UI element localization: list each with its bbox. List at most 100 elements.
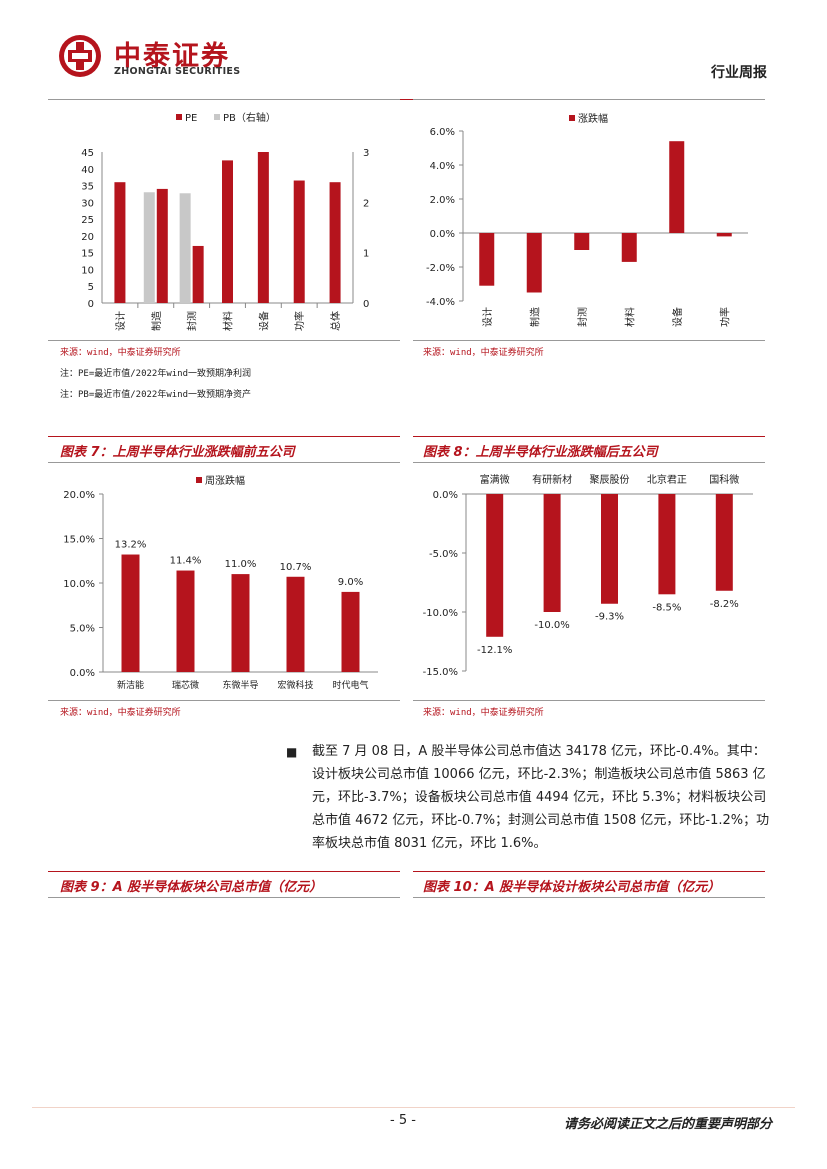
header-rule <box>48 99 765 100</box>
figure-9-title: 图表 9：A 股半导体板块公司总市值（亿元） <box>60 880 323 895</box>
bar-pb <box>179 193 191 303</box>
bar <box>621 233 637 262</box>
x-tick-label: 材料 <box>623 307 636 327</box>
chart-note: 注：PB=最近市值/2022年wind一致预期净资产 <box>60 390 252 400</box>
x-tick-label: 设备 <box>671 307 684 327</box>
chart-frame-top <box>48 99 400 100</box>
y-tick-label: -2.0% <box>426 263 455 274</box>
y-tick-label-left: 30 <box>81 198 94 209</box>
x-tick-label: 国科微 <box>709 473 739 486</box>
y-tick-label: 0.0% <box>70 668 95 679</box>
y-tick-label: -15.0% <box>423 667 458 678</box>
x-tick-label: 富满微 <box>480 473 510 486</box>
bar <box>543 494 561 612</box>
y-tick-label: 20.0% <box>63 490 95 501</box>
y-tick-label-left: 45 <box>81 148 94 159</box>
y-tick-label: 5.0% <box>70 624 95 635</box>
chart-frame-bottom <box>413 700 765 701</box>
chart-note: 注：PE=最近市值/2022年wind一致预期净利润 <box>60 369 252 379</box>
bar <box>574 233 590 250</box>
legend-swatch-pb <box>214 114 220 120</box>
y-tick-label: 10.0% <box>63 579 95 590</box>
x-tick-label: 总体 <box>329 311 342 331</box>
bar <box>121 554 140 672</box>
y-tick-label: 6.0% <box>430 127 455 138</box>
x-tick-label: 聚辰股份 <box>590 474 630 486</box>
x-tick-label: 有研新材 <box>532 473 572 486</box>
data-label: 10.7% <box>280 562 312 573</box>
brand-name-en: ZHONGTAI SECURITIES <box>114 66 241 77</box>
figure-8-title: 图表 8：上周半导体行业涨跌幅后五公司 <box>423 445 658 460</box>
figure-title-rule <box>48 436 400 437</box>
x-tick-label: 材料 <box>222 311 235 331</box>
bar-pe <box>257 152 269 303</box>
chart-frame-bottom <box>48 700 400 701</box>
x-tick-label: 功率 <box>718 307 731 327</box>
x-tick-label: 封测 <box>576 307 589 327</box>
y-tick-label: 2.0% <box>430 195 455 206</box>
page-number: - 5 - <box>390 1113 416 1128</box>
y-tick-label-right: 2 <box>363 198 369 209</box>
chart-source: 来源：wind，中泰证券研究所 <box>60 348 181 358</box>
bar-pe <box>222 160 233 303</box>
zhongtai-logo-icon <box>59 35 101 77</box>
bar <box>716 233 732 237</box>
figure-title-rule <box>413 871 765 872</box>
legend-swatch <box>196 477 202 483</box>
chart-source: 来源：wind，中泰证券研究所 <box>423 708 544 718</box>
report-type: 行业周报 <box>711 65 767 81</box>
chart-source: 来源：wind，中泰证券研究所 <box>423 348 544 358</box>
chart-frame-top <box>413 99 765 100</box>
y-tick-label-left: 40 <box>81 165 94 176</box>
bar <box>715 494 733 591</box>
x-tick-label: 设计 <box>481 307 494 327</box>
sector-change-chart: -4.0% -2.0% 0.0% 2.0% 4.0% 6.0% 设计 制造 封测 材料 设备 功率 涨跌… <box>426 112 748 327</box>
bar <box>479 233 495 286</box>
legend-label-pb: PB（右轴） <box>223 111 276 124</box>
brand-name-cn: 中泰证券 <box>114 41 230 72</box>
bar-pe <box>192 245 204 303</box>
y-tick-label-right: 1 <box>363 249 369 260</box>
chart-frame-bottom <box>48 340 400 341</box>
y-tick-label-left: 10 <box>81 265 94 276</box>
bar <box>526 233 542 293</box>
footer-rule <box>32 1107 795 1108</box>
data-label: 9.0% <box>338 577 363 588</box>
data-label: 13.2% <box>115 540 147 551</box>
y-tick-label: 4.0% <box>430 161 455 172</box>
data-label: 11.4% <box>170 556 202 567</box>
data-label: -12.1% <box>477 645 512 656</box>
x-tick-label: 新洁能 <box>117 679 144 691</box>
x-tick-label: 时代电气 <box>332 679 368 691</box>
company-logo: 中泰证券 ZHONGTAI SECURITIES <box>58 34 258 82</box>
y-tick-label-left: 0 <box>88 299 94 310</box>
y-tick-label-left: 20 <box>81 232 94 243</box>
y-tick-label-left: 15 <box>81 249 94 260</box>
y-tick-label-right: 3 <box>363 148 369 159</box>
bar <box>231 574 250 672</box>
bar <box>176 570 195 672</box>
bar <box>341 591 360 672</box>
figure-title-underline <box>413 462 765 463</box>
x-tick-label: 北京君正 <box>647 473 687 486</box>
figure-title-rule <box>413 436 765 437</box>
y-tick-label: -10.0% <box>423 608 458 619</box>
data-label: -8.2% <box>710 599 739 610</box>
figure-title-underline <box>48 462 400 463</box>
bottom-five-chart: -15.0% -10.0% -5.0% 0.0% -12.1% 富满微 -10.0% 有研新材… <box>423 473 753 678</box>
y-tick-label: 0.0% <box>430 229 455 240</box>
bar <box>669 141 685 233</box>
x-tick-label: 设计 <box>114 311 127 331</box>
legend-swatch-pe <box>176 114 182 120</box>
bar-pe <box>329 182 341 303</box>
legend-label: 周涨跌幅 <box>205 474 245 487</box>
bar <box>286 576 305 672</box>
figure-title-underline <box>48 897 400 898</box>
y-tick-label: 15.0% <box>63 535 95 546</box>
pe-pb-chart: 0 5 10 15 20 25 30 35 40 45 0 1 2 3 设计 制造 封测 材料 设备 功率 总体 PE PB… <box>81 111 369 331</box>
top-five-chart: 0.0% 5.0% 10.0% 15.0% 20.0% 13.2% 新洁能 11.4% 瑞芯微 1… <box>63 474 378 691</box>
x-tick-label: 制造 <box>528 307 541 327</box>
disclaimer: 请务必阅读正文之后的重要声明部分 <box>563 1117 772 1132</box>
bar-pe <box>156 188 168 303</box>
chart-source: 来源：wind，中泰证券研究所 <box>60 708 181 718</box>
